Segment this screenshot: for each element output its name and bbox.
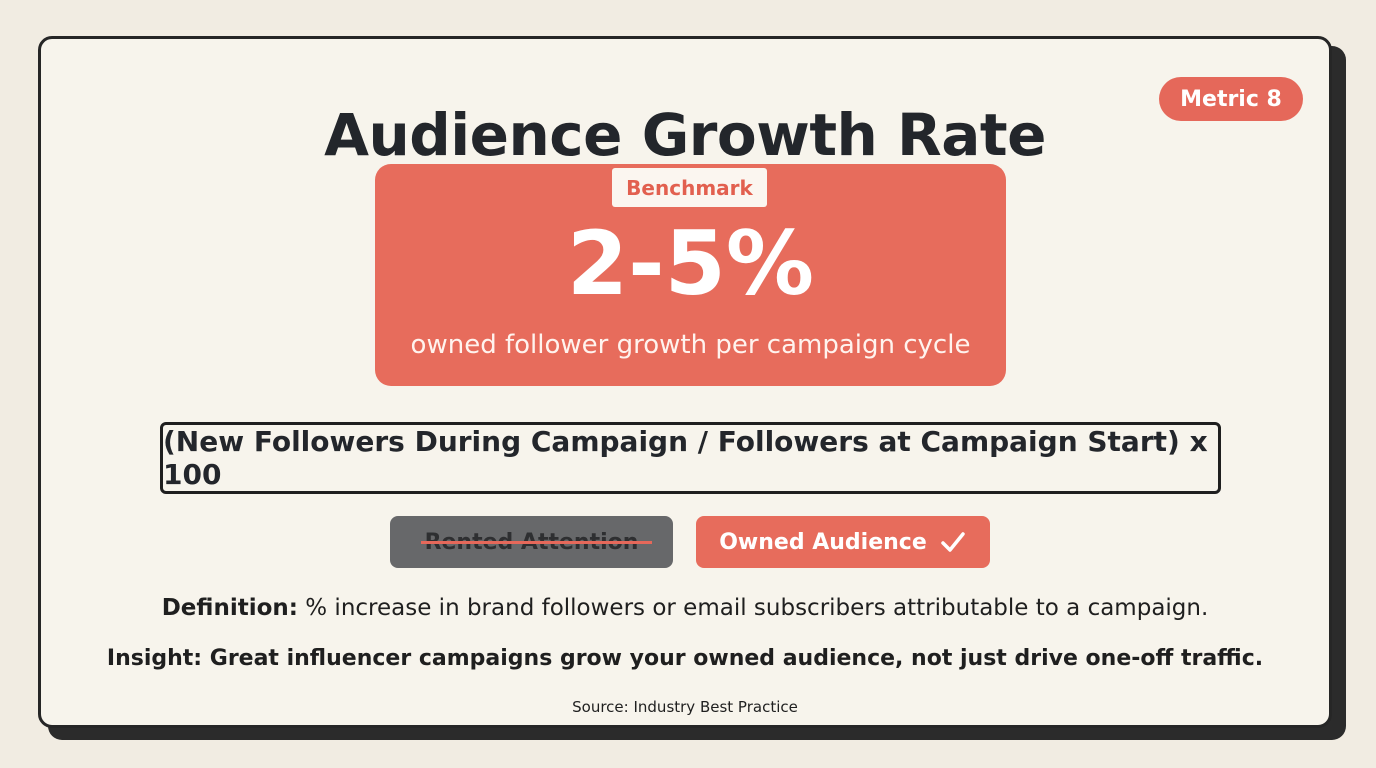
- benchmark-panel: Benchmark 2-5% owned follower growth per…: [375, 164, 1006, 386]
- metric-card: Audience Growth Rate Metric 8 Benchmark …: [38, 36, 1332, 728]
- formula-box: (New Followers During Campaign / Followe…: [160, 422, 1221, 494]
- source-line: Source: Industry Best Practice: [572, 698, 798, 716]
- definition-label: Definition:: [161, 595, 298, 621]
- strikethrough-line: [420, 541, 653, 544]
- benchmark-tag: Benchmark: [612, 168, 767, 207]
- definition-text: % increase in brand followers or email s…: [305, 595, 1209, 621]
- page-title: Audience Growth Rate: [324, 101, 1046, 169]
- check-icon: [941, 532, 965, 552]
- definition-line: Definition: % increase in brand follower…: [41, 595, 1329, 621]
- benchmark-value: 2-5%: [566, 212, 815, 315]
- benchmark-caption: owned follower growth per campaign cycle: [410, 330, 971, 360]
- owned-audience-label: Owned Audience: [719, 529, 927, 555]
- owned-audience-pill: Owned Audience: [696, 516, 990, 568]
- insight-line: Insight: Great influencer campaigns grow…: [106, 646, 1264, 671]
- metric-badge: Metric 8: [1159, 77, 1303, 121]
- rented-attention-label-wrap: Rented Attention: [420, 530, 653, 555]
- rented-attention-pill: Rented Attention: [390, 516, 673, 568]
- formula-text: (New Followers During Campaign / Followe…: [163, 425, 1208, 491]
